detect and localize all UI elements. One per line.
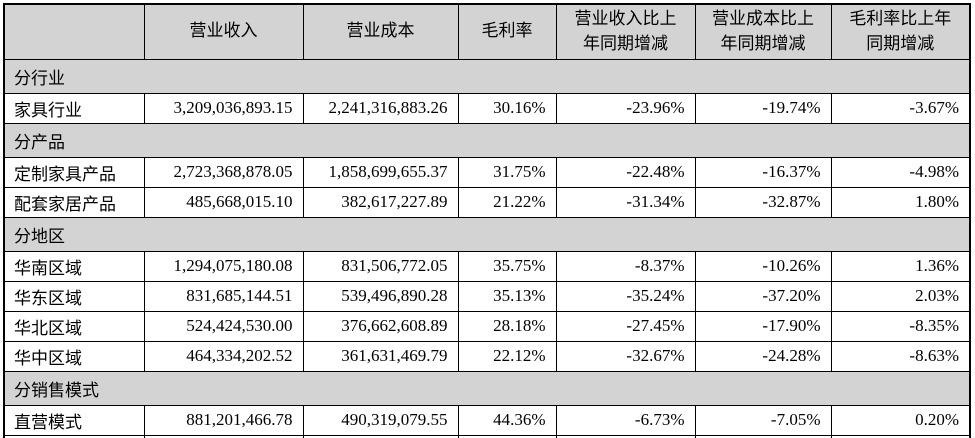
cell-revenue: 2,723,368,878.05 (143, 156, 304, 188)
cell-revenue-yoy: -6.73% (555, 404, 696, 436)
cell-margin-yoy: 1.80% (830, 186, 971, 218)
cell-margin-yoy: -8.35% (830, 310, 971, 342)
table-row-supporting-home-products: 配套家居产品 485,668,015.10 382,617,227.89 21.… (3, 186, 971, 218)
row-label: 华中区域 (3, 340, 145, 372)
cell-cost-yoy: -17.90% (694, 310, 832, 342)
row-label: 配套家居产品 (3, 186, 145, 218)
cell-margin: 22.12% (457, 340, 557, 372)
cell-cost: 490,319,079.55 (302, 404, 459, 436)
cell-revenue: 464,334,202.52 (143, 340, 304, 372)
cell-revenue-yoy: -31.34% (555, 186, 696, 218)
cell-cost-yoy: -32.87% (694, 186, 832, 218)
table-row-furniture-industry: 家具行业 3,209,036,893.15 2,241,316,883.26 3… (3, 92, 971, 124)
cell-margin: 44.36% (457, 404, 557, 436)
section-title: 分行业 (3, 58, 971, 94)
cell-cost-yoy: -37.20% (694, 280, 832, 312)
section-title: 分产品 (3, 122, 971, 158)
header-gross-margin: 毛利率 (457, 3, 557, 60)
header-operating-revenue: 营业收入 (143, 3, 304, 60)
table-row-direct-sales-model: 直营模式 881,201,466.78 490,319,079.55 44.36… (3, 404, 971, 436)
row-label: 华南区域 (3, 250, 145, 282)
section-row-by-product: 分产品 (3, 122, 971, 158)
cell-cost: 382,617,227.89 (302, 186, 459, 218)
cell-cost: 361,631,469.79 (302, 340, 459, 372)
header-margin-yoy-change: 毛利率比上年同期增减 (830, 3, 971, 60)
cell-margin: 35.75% (457, 250, 557, 282)
section-title: 分地区 (3, 216, 971, 252)
cell-margin-yoy: -4.98% (830, 156, 971, 188)
cell-margin: 30.16% (457, 92, 557, 124)
cell-cost: 2,241,316,883.26 (302, 92, 459, 124)
financial-breakdown-table: 营业收入 营业成本 毛利率 营业收入比上年同期增减 营业成本比上年同期增减 毛利… (3, 3, 971, 438)
cell-revenue-yoy: -22.48% (555, 156, 696, 188)
row-label: 华东区域 (3, 280, 145, 312)
cell-revenue: 524,424,530.00 (143, 310, 304, 342)
cell-cost-yoy: -7.05% (694, 404, 832, 436)
cell-margin: 21.22% (457, 186, 557, 218)
section-title: 分销售模式 (3, 370, 971, 406)
cell-revenue: 831,685,144.51 (143, 280, 304, 312)
cell-revenue: 485,668,015.10 (143, 186, 304, 218)
header-row-label-blank (3, 3, 145, 60)
cell-revenue-yoy: -32.67% (555, 340, 696, 372)
cell-cost-yoy: -16.37% (694, 156, 832, 188)
row-label: 华北区域 (3, 310, 145, 342)
section-row-by-region: 分地区 (3, 216, 971, 252)
cell-revenue: 881,201,466.78 (143, 404, 304, 436)
cell-cost: 831,506,772.05 (302, 250, 459, 282)
table-row-north-china: 华北区域 524,424,530.00 376,662,608.89 28.18… (3, 310, 971, 342)
cell-margin: 35.13% (457, 280, 557, 312)
header-revenue-yoy-change: 营业收入比上年同期增减 (555, 3, 696, 60)
cell-margin: 28.18% (457, 310, 557, 342)
header-cost-yoy-change: 营业成本比上年同期增减 (694, 3, 832, 60)
header-row: 营业收入 营业成本 毛利率 营业收入比上年同期增减 营业成本比上年同期增减 毛利… (3, 3, 971, 60)
cell-revenue-yoy: -23.96% (555, 92, 696, 124)
cell-margin-yoy: 2.03% (830, 280, 971, 312)
cell-revenue: 1,294,075,180.08 (143, 250, 304, 282)
cell-cost-yoy: -19.74% (694, 92, 832, 124)
cell-revenue-yoy: -8.37% (555, 250, 696, 282)
cell-margin-yoy: -7.28% (830, 434, 971, 438)
row-label: 定制家具产品 (3, 156, 145, 188)
cell-cost-yoy: -10.26% (694, 250, 832, 282)
cell-margin: 31.75% (457, 156, 557, 188)
cell-cost-yoy: -24.28% (694, 340, 832, 372)
cell-revenue: 3,209,036,893.15 (143, 92, 304, 124)
cell-cost: 539,496,890.28 (302, 280, 459, 312)
table-row-custom-furniture: 定制家具产品 2,723,368,878.05 1,858,699,655.37… (3, 156, 971, 188)
table-row-central-china: 华中区域 464,334,202.52 361,631,469.79 22.12… (3, 340, 971, 372)
cell-margin-yoy: -8.63% (830, 340, 971, 372)
section-row-by-sales-model: 分销售模式 (3, 370, 971, 406)
cell-margin-yoy: -3.67% (830, 92, 971, 124)
header-operating-cost: 营业成本 (302, 3, 459, 60)
cell-cost: 1,858,699,655.37 (302, 156, 459, 188)
table-row-east-china: 华东区域 831,685,144.51 539,496,890.28 35.13… (3, 280, 971, 312)
row-label: 家具行业 (3, 92, 145, 124)
cell-margin-yoy: 1.36% (830, 250, 971, 282)
table-row-franchise-model: 加盟模式 1,908,591,316.26 1,427,325,644.07 2… (3, 434, 971, 438)
row-label: 直营模式 (3, 404, 145, 436)
cell-cost: 376,662,608.89 (302, 310, 459, 342)
section-row-by-industry: 分行业 (3, 58, 971, 94)
cell-revenue-yoy: -27.45% (555, 310, 696, 342)
cell-margin-yoy: 0.20% (830, 404, 971, 436)
table-row-south-china: 华南区域 1,294,075,180.08 831,506,772.05 35.… (3, 250, 971, 282)
cell-revenue-yoy: -35.24% (555, 280, 696, 312)
